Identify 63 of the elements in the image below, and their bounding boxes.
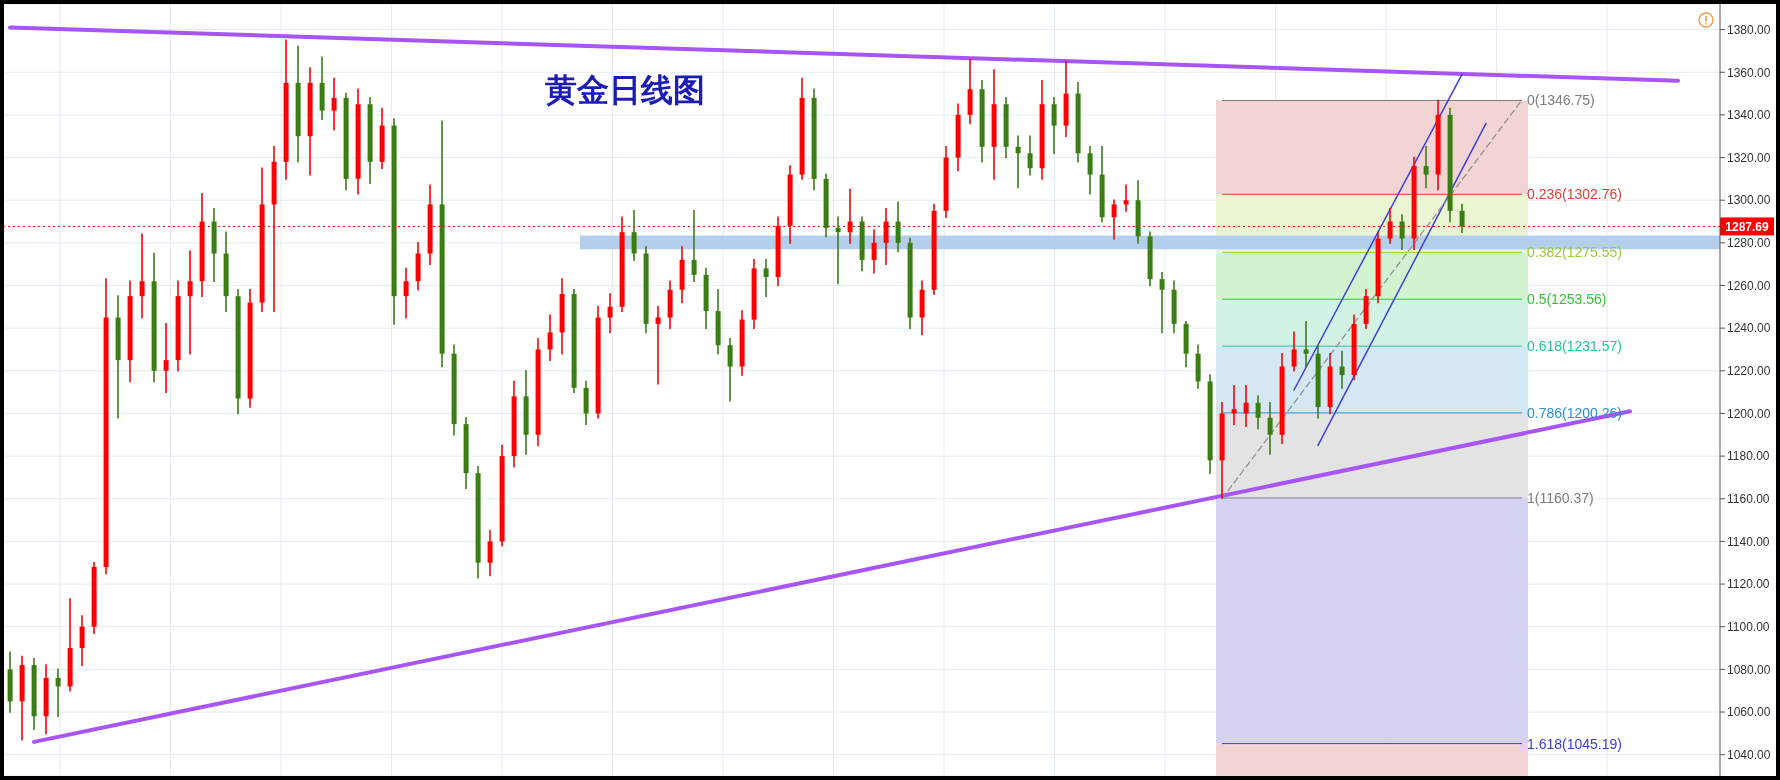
- y-tick-label: 1040.00: [1727, 747, 1771, 762]
- y-tick-label: 1280.00: [1727, 236, 1771, 251]
- y-tick-label: 1160.00: [1727, 492, 1770, 507]
- y-tick-label: 1380.00: [1727, 22, 1771, 37]
- y-tick-label: 1260.00: [1727, 278, 1771, 293]
- y-tick-label: 1100.00: [1727, 619, 1770, 634]
- y-tick-label: 1240.00: [1727, 321, 1771, 336]
- candlestick: [763, 259, 769, 297]
- y-tick-label: 1140.00: [1727, 534, 1770, 549]
- ref-line-label: 0(1346.75): [1527, 92, 1595, 109]
- ref-line-label: 0.236(1302.76): [1527, 186, 1622, 203]
- candlestick: [1243, 384, 1249, 428]
- candlestick: [79, 615, 85, 666]
- candlestick: [1303, 320, 1309, 368]
- candlestick: [1267, 402, 1273, 455]
- y-tick-label: 1300.00: [1727, 193, 1771, 208]
- candlestick: [163, 323, 169, 393]
- y-tick-label: 1180.00: [1727, 449, 1770, 464]
- candlestick: [1015, 135, 1021, 189]
- text: 黄金日线图: [545, 70, 705, 110]
- candlestick: [835, 216, 841, 285]
- candlestick: [403, 267, 409, 319]
- candlestick: [1123, 184, 1129, 212]
- y-tick-label: 1320.00: [1727, 150, 1771, 165]
- ref-line-label: 1287.69: [1725, 219, 1770, 234]
- candlestick: [1027, 135, 1033, 176]
- ref-line-label: 0.382(1275.55): [1527, 244, 1622, 261]
- candlestick: [691, 210, 697, 283]
- y-tick-label: 1080.00: [1727, 662, 1771, 677]
- candlestick: [331, 77, 337, 131]
- candlestick: [607, 293, 613, 334]
- candlestick: [1339, 350, 1345, 389]
- ref-line-label: 0.786(1200.26): [1527, 404, 1622, 421]
- candlestick: [139, 233, 145, 319]
- ref-line-label: 0.5(1253.56): [1527, 291, 1607, 308]
- ref-line-label: 1.618(1045.19): [1527, 735, 1622, 752]
- y-tick-label: 1120.00: [1727, 577, 1770, 592]
- y-tick-label: 1340.00: [1727, 108, 1771, 123]
- candlestick: [1111, 199, 1117, 240]
- candlestick: [55, 668, 61, 718]
- candlestick: [1423, 146, 1429, 189]
- ref-line-label: 1(1160.37): [1527, 489, 1594, 506]
- y-tick-label: 1200.00: [1727, 406, 1771, 421]
- candlestick: [547, 314, 553, 361]
- candlestick: [1231, 384, 1237, 425]
- candlestick: [1087, 146, 1093, 195]
- candlestick: [1459, 203, 1465, 233]
- y-tick-label: 1220.00: [1727, 364, 1771, 379]
- ref-line-label: 0.618(1231.57): [1527, 338, 1622, 355]
- candlestick: [871, 229, 877, 274]
- candlestick: [895, 201, 901, 253]
- candlestick: [1399, 214, 1405, 251]
- candlestick: [727, 338, 733, 402]
- candlestick: [1159, 271, 1165, 334]
- y-tick-label: 1360.00: [1727, 65, 1771, 80]
- candlestick: [1255, 395, 1261, 430]
- candlestick: [1051, 97, 1057, 155]
- candlestick: [631, 210, 637, 261]
- candlestick: [655, 306, 661, 385]
- candlestick: [1291, 331, 1297, 372]
- candlestick: [487, 529, 493, 577]
- candlestick: [187, 250, 193, 355]
- y-tick-label: 1060.00: [1727, 705, 1771, 720]
